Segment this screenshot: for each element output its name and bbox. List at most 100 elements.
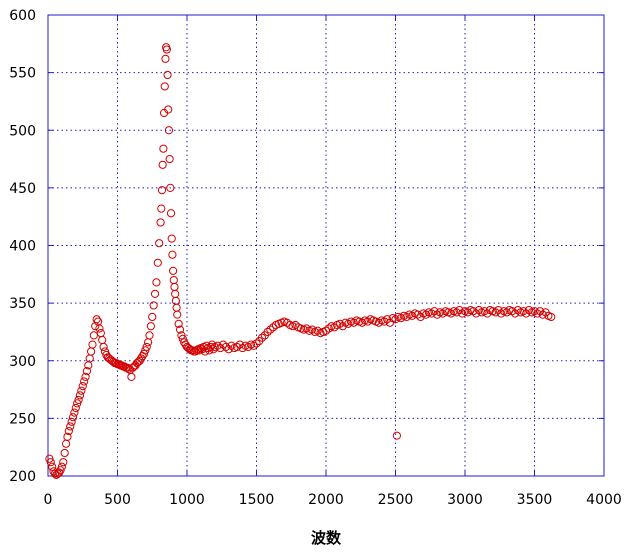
data-point [70, 408, 79, 417]
data-point [152, 278, 161, 287]
data-point [60, 448, 69, 458]
data-point [396, 314, 406, 323]
x-axis-label: 波数 [311, 529, 342, 547]
y-tick-label: 600 [9, 8, 36, 24]
data-point [98, 335, 107, 345]
data-point [132, 358, 142, 368]
data-point [145, 331, 154, 340]
data-point [57, 462, 67, 471]
data-point [177, 331, 186, 340]
data-point [174, 319, 183, 328]
data-point [71, 403, 80, 413]
data-point [153, 258, 162, 267]
data-point [81, 372, 90, 381]
data-point [157, 186, 167, 195]
data-point [530, 307, 539, 316]
data-point [143, 338, 153, 347]
data-point [263, 327, 272, 337]
data-point [249, 341, 258, 350]
data-point [175, 325, 185, 334]
data-point [533, 309, 542, 318]
data-point [128, 363, 137, 372]
data-point [89, 331, 98, 340]
data-point [67, 417, 76, 426]
x-tick-label: 2500 [378, 492, 414, 508]
data-point [77, 386, 86, 395]
data-point [66, 422, 75, 431]
data-point [232, 342, 242, 352]
y-tick-label: 300 [9, 354, 36, 370]
data-point [48, 462, 57, 471]
data-point [61, 439, 71, 448]
data-point [358, 318, 367, 327]
data-points [45, 43, 556, 479]
data-point [155, 239, 164, 248]
data-point [46, 458, 55, 467]
x-tick-label: 4000 [586, 492, 622, 508]
data-point [171, 296, 180, 305]
y-tick-label: 450 [9, 181, 36, 197]
data-point [164, 126, 174, 135]
data-point [238, 343, 247, 353]
data-point [524, 305, 534, 315]
data-point [547, 312, 556, 322]
data-point [169, 266, 178, 275]
data-point [421, 310, 431, 319]
data-point [59, 458, 68, 467]
data-point [374, 318, 383, 327]
data-point [497, 309, 506, 318]
data-point [452, 308, 461, 317]
y-tick-label: 500 [9, 123, 36, 139]
data-point [127, 372, 136, 381]
data-point [172, 303, 181, 312]
axis-ticks: 0 500 1000 1500 2000 2500 3000 3500 4000 200 250 30… [9, 8, 622, 508]
data-point [80, 377, 89, 386]
y-tick-label: 400 [9, 239, 36, 255]
data-point [169, 275, 178, 285]
data-point [335, 319, 344, 328]
data-point [149, 301, 158, 310]
data-point [95, 324, 104, 333]
data-point [73, 399, 82, 408]
data-point [349, 318, 358, 327]
data-point [427, 309, 436, 318]
data-point [207, 340, 217, 349]
data-point [78, 382, 87, 391]
data-point [458, 309, 467, 318]
data-point [308, 325, 317, 334]
data-point [162, 45, 171, 54]
data-point [380, 317, 389, 326]
data-point [160, 82, 169, 91]
data-point [63, 432, 72, 441]
data-point [491, 308, 500, 317]
data-point [392, 431, 401, 440]
data-point [135, 356, 144, 365]
data-point [244, 342, 253, 352]
data-point [463, 308, 472, 317]
data-point [480, 307, 489, 316]
data-point [124, 364, 133, 373]
data-point [86, 347, 96, 356]
y-tick-label: 200 [9, 469, 36, 485]
data-point [433, 310, 442, 319]
data-point [324, 324, 333, 333]
data-point [148, 312, 157, 322]
data-point [165, 154, 174, 164]
data-point [141, 346, 150, 355]
data-point [180, 338, 189, 347]
data-point [538, 310, 547, 319]
data-point [447, 309, 456, 318]
x-tick-label: 0 [44, 492, 53, 508]
data-point [192, 346, 201, 355]
data-point [74, 395, 83, 405]
data-point [163, 70, 172, 80]
data-point [137, 354, 146, 363]
data-point [96, 328, 105, 338]
x-tick-label: 1500 [239, 492, 275, 508]
data-point [166, 209, 176, 218]
data-point [321, 326, 331, 335]
x-tick-label: 500 [104, 492, 131, 508]
data-point [266, 325, 275, 334]
data-point [168, 250, 177, 259]
data-point [99, 342, 108, 352]
